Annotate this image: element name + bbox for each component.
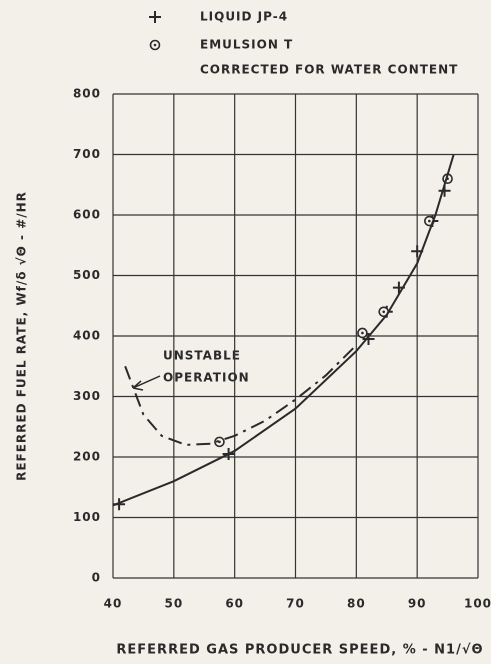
legend-label: EMULSION T (200, 38, 293, 52)
circle-marker (357, 327, 368, 339)
y-tick-label: 200 (73, 450, 101, 464)
y-tick-label: 800 (73, 87, 101, 101)
x-tick-label: 70 (286, 597, 305, 611)
x-tick-label: 50 (164, 597, 183, 611)
x-tick-label: 100 (464, 597, 491, 611)
solid-curve (112, 154, 455, 507)
x-tick-label: 90 (408, 597, 427, 611)
plus-marker (149, 11, 161, 23)
y-tick-label: 400 (73, 329, 101, 343)
x-tick-label: 40 (104, 597, 123, 611)
x-tick-label: 80 (347, 597, 366, 611)
dashed-curve (124, 344, 358, 446)
legend-note: CORRECTED FOR WATER CONTENT (200, 63, 458, 77)
y-axis-label: REFERRED FUEL RATE, Wf/δ √Θ - #/HR (15, 191, 29, 481)
circle-marker (149, 39, 161, 51)
y-tick-label: 500 (73, 268, 101, 282)
x-axis-label: REFERRED GAS PRODUCER SPEED, % - N1/√Θ (116, 643, 483, 658)
y-tick-label: 100 (73, 510, 101, 524)
y-tick-label: 300 (73, 389, 101, 403)
x-tick-label: 60 (225, 597, 244, 611)
y-tick-label: 700 (73, 147, 101, 161)
y-tick-label: 600 (73, 208, 101, 222)
annotation: OPERATION (163, 371, 250, 385)
circle-marker (214, 436, 225, 448)
y-tick-label: 0 (92, 571, 101, 585)
plus-marker (362, 333, 375, 346)
annotation-arrow (132, 375, 161, 391)
legend-label: LIQUID JP-4 (200, 10, 288, 24)
annotation: UNSTABLE (163, 349, 241, 363)
